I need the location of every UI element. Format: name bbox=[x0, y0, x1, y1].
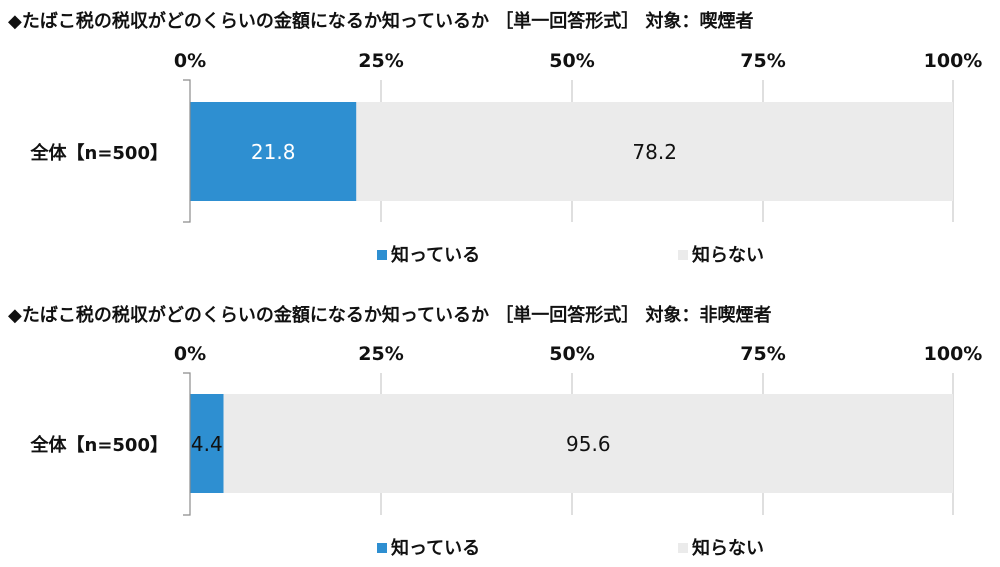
chart-1-legend-label-known: 知っている bbox=[391, 244, 480, 266]
chart-1-legend: 知っている 知らない bbox=[377, 244, 764, 266]
chart-2-tick-0: 0% bbox=[174, 343, 206, 365]
chart-1-value-label-unknown: 78.2 bbox=[632, 140, 677, 164]
chart-2-value-label-unknown: 95.6 bbox=[566, 432, 611, 456]
chart-2-legend-swatch-unknown bbox=[678, 543, 688, 553]
chart-1-category-axis bbox=[183, 79, 191, 223]
chart-2-tick-100: 100% bbox=[924, 343, 983, 365]
chart-2-legend-label-unknown: 知らない bbox=[692, 537, 764, 559]
chart-1-tick-75: 75% bbox=[740, 50, 785, 72]
chart-2-title: ◆たばこ税の税収がどのくらいの金額になるか知っているか ［単一回答形式］ 対象：… bbox=[8, 304, 771, 326]
chart-1-bar-known bbox=[190, 102, 357, 201]
chart-1-tick-100: 100% bbox=[924, 50, 983, 72]
chart-2-legend-label-known: 知っている bbox=[391, 537, 480, 559]
chart-2-bar-unknown bbox=[223, 394, 953, 493]
chart-1-tick-0: 0% bbox=[174, 50, 206, 72]
chart-2-tick-75: 75% bbox=[740, 343, 785, 365]
chart-1-category-label: 全体【n=500】 bbox=[30, 142, 168, 164]
chart-2-bar-known bbox=[190, 394, 224, 493]
chart-1-legend-swatch-unknown bbox=[678, 250, 688, 260]
chart-1: ◆たばこ税の税収がどのくらいの金額になるか知っているか ［単一回答形式］ 対象：… bbox=[8, 10, 982, 266]
chart-1-title: ◆たばこ税の税収がどのくらいの金額になるか知っているか ［単一回答形式］ 対象：… bbox=[8, 10, 753, 32]
chart-1-tick-25: 25% bbox=[358, 50, 403, 72]
chart-2-category-axis bbox=[183, 372, 191, 516]
chart-2-legend-swatch-known bbox=[377, 543, 387, 553]
chart-1-value-label-known: 21.8 bbox=[251, 140, 296, 164]
chart-2-category-label: 全体【n=500】 bbox=[30, 434, 168, 456]
chart-1-legend-label-unknown: 知らない bbox=[692, 244, 764, 266]
chart-1-tick-50: 50% bbox=[549, 50, 594, 72]
chart-2-tick-25: 25% bbox=[358, 343, 403, 365]
chart-2-value-label-known: 4.4 bbox=[191, 432, 223, 456]
chart-1-bar-unknown bbox=[356, 102, 954, 201]
chart-2: ◆たばこ税の税収がどのくらいの金額になるか知っているか ［単一回答形式］ 対象：… bbox=[8, 304, 982, 559]
chart-2-legend: 知っている 知らない bbox=[377, 537, 764, 559]
chart-2-tick-50: 50% bbox=[549, 343, 594, 365]
chart-1-legend-swatch-known bbox=[377, 250, 387, 260]
